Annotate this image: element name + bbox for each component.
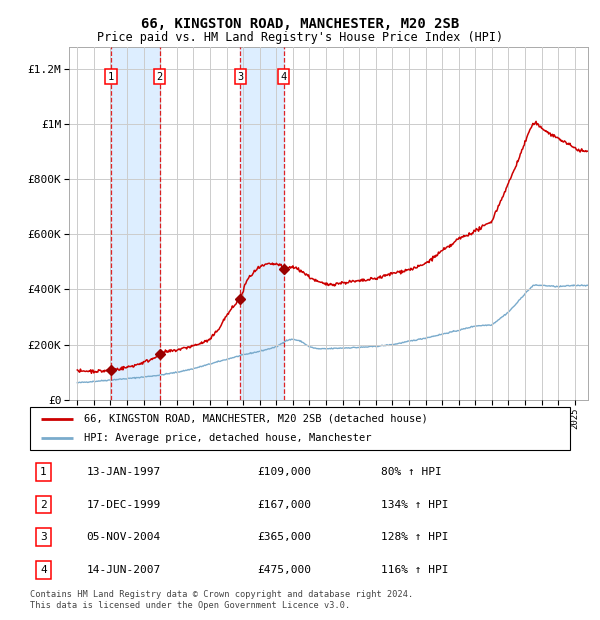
Text: HPI: Average price, detached house, Manchester: HPI: Average price, detached house, Manc… xyxy=(84,433,371,443)
Text: 80% ↑ HPI: 80% ↑ HPI xyxy=(381,467,442,477)
Text: £109,000: £109,000 xyxy=(257,467,311,477)
Text: 05-NOV-2004: 05-NOV-2004 xyxy=(86,532,161,542)
Text: 2: 2 xyxy=(40,500,47,510)
Text: 4: 4 xyxy=(40,565,47,575)
Text: 3: 3 xyxy=(40,532,47,542)
Text: 1: 1 xyxy=(108,72,114,82)
Text: 134% ↑ HPI: 134% ↑ HPI xyxy=(381,500,449,510)
Bar xyxy=(241,46,284,400)
Text: £365,000: £365,000 xyxy=(257,532,311,542)
Text: 116% ↑ HPI: 116% ↑ HPI xyxy=(381,565,449,575)
Text: Contains HM Land Registry data © Crown copyright and database right 2024.
This d: Contains HM Land Registry data © Crown c… xyxy=(30,590,413,609)
Text: £167,000: £167,000 xyxy=(257,500,311,510)
Text: 128% ↑ HPI: 128% ↑ HPI xyxy=(381,532,449,542)
Text: 66, KINGSTON ROAD, MANCHESTER, M20 2SB: 66, KINGSTON ROAD, MANCHESTER, M20 2SB xyxy=(141,17,459,32)
Text: 66, KINGSTON ROAD, MANCHESTER, M20 2SB (detached house): 66, KINGSTON ROAD, MANCHESTER, M20 2SB (… xyxy=(84,414,428,423)
Text: 14-JUN-2007: 14-JUN-2007 xyxy=(86,565,161,575)
Text: Price paid vs. HM Land Registry's House Price Index (HPI): Price paid vs. HM Land Registry's House … xyxy=(97,31,503,44)
Text: 3: 3 xyxy=(238,72,244,82)
Text: £475,000: £475,000 xyxy=(257,565,311,575)
Text: 1: 1 xyxy=(40,467,47,477)
Text: 2: 2 xyxy=(157,72,163,82)
Bar xyxy=(111,46,160,400)
Text: 13-JAN-1997: 13-JAN-1997 xyxy=(86,467,161,477)
Text: 17-DEC-1999: 17-DEC-1999 xyxy=(86,500,161,510)
Text: 4: 4 xyxy=(281,72,287,82)
